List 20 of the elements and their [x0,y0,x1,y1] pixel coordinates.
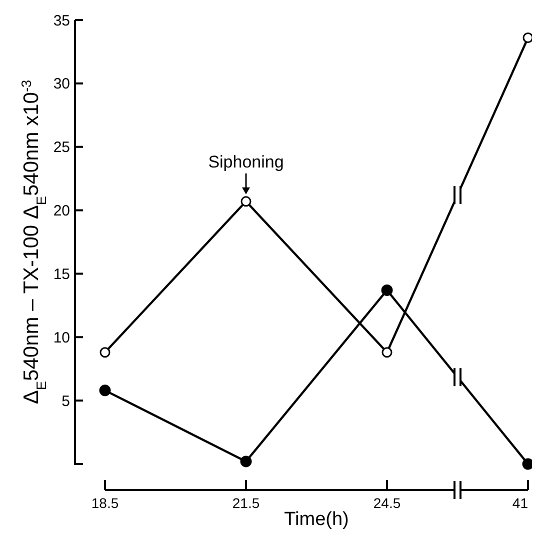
y-tick-label: 35 [53,12,70,30]
x-tick-label: 18.5 [91,495,119,511]
x-axis-title: Time(h) [284,509,349,530]
x-tick-label: 41 [512,495,528,511]
point [240,196,252,207]
y-tick-label: 15 [53,266,70,283]
point [522,32,532,44]
point [382,347,392,358]
annotation: Siphoning [208,152,284,172]
y-tick-label: 25 [53,139,70,156]
point [99,384,111,396]
point [100,347,110,358]
y-tick-label: 20 [53,202,70,220]
point [240,456,252,468]
point [381,284,393,296]
y-tick-label: 5 [62,392,70,410]
y-tick-label: 10 [53,329,70,346]
x-tick-label: 21.5 [232,495,260,511]
y-tick-label: 30 [53,76,70,93]
x-tick-label: 24.5 [373,495,401,511]
